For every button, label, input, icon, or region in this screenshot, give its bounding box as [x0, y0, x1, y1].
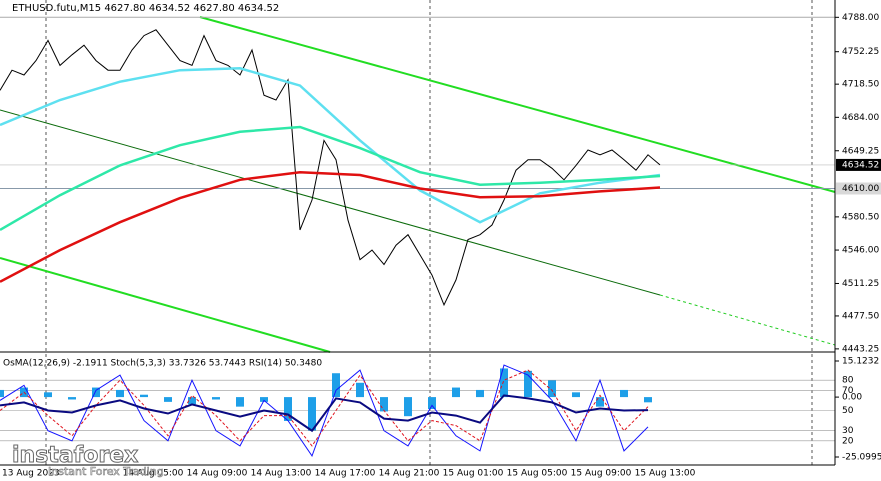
- y2-tick-label: -25.0995: [842, 453, 881, 463]
- y-tick-label: 50: [842, 406, 854, 416]
- x-tick-label: 14 Aug 05:00: [123, 469, 184, 479]
- level-label-box: [836, 182, 881, 195]
- y2-tick-label: 15.1232: [842, 357, 879, 367]
- y-tick-label: 4684.00: [842, 113, 879, 123]
- osma-bar: [428, 397, 436, 410]
- indicator-line: [0, 369, 649, 447]
- osma-bar: [452, 387, 460, 398]
- osma-bar: [308, 397, 316, 431]
- x-tick-label: 15 Aug 05:00: [507, 469, 568, 479]
- chart-title: ETHUSD.futu,M15 4627.80 4634.52 4627.80 …: [12, 3, 279, 14]
- osma-bar: [164, 397, 172, 402]
- current-price-label: 4634.52: [842, 160, 879, 170]
- x-tick-label: 13 Aug 2023: [2, 469, 60, 479]
- osma-bar: [332, 373, 340, 398]
- y-tick-label: 4546.00: [842, 246, 879, 256]
- x-tick-label: 14 Aug 17:00: [315, 469, 376, 479]
- price-axis: [835, 0, 881, 481]
- logo-tagline: Instant Forex Trading: [48, 465, 164, 478]
- osma-bar: [644, 397, 652, 403]
- osma-bar: [44, 392, 52, 398]
- y-tick-label: 80: [842, 376, 854, 386]
- price-line: [0, 29, 661, 307]
- osma-bar: [68, 397, 76, 400]
- y-tick-label: 20: [842, 436, 854, 446]
- indicator-line: [0, 364, 649, 457]
- osma-bar: [596, 397, 604, 407]
- axes: 4788.00 4752.25 4718.50 4684.00 4649.25 4580.…: [2, 13, 881, 479]
- y-tick-label: 4511.25: [842, 279, 879, 289]
- y-tick-label: 4788.00: [842, 13, 879, 23]
- osma-bar: [548, 380, 556, 398]
- y-tick-label: 4580.50: [842, 212, 879, 222]
- osma-bar: [356, 382, 364, 398]
- osma-bar: [188, 397, 196, 405]
- channel-upper: [199, 16, 836, 193]
- x-tick-label: 14 Aug 21:00: [379, 469, 440, 479]
- y-tick-label: 4649.25: [842, 146, 879, 156]
- osma-bar: [260, 397, 268, 402]
- x-tick-label: 15 Aug 09:00: [571, 469, 632, 479]
- y-tick-label: 30: [842, 426, 854, 436]
- osma-bar: [0, 389, 4, 398]
- level-label: 4610.00: [842, 184, 879, 194]
- osma-bar: [236, 397, 244, 407]
- y-tick-label: 4752.25: [842, 47, 879, 57]
- x-tick-label: 14 Aug 09:00: [187, 469, 248, 479]
- channel-middle-extension: [659, 294, 836, 346]
- osma-bar: [92, 387, 100, 398]
- indicator-line: [0, 394, 649, 433]
- x-tick-label: 15 Aug 01:00: [443, 469, 504, 479]
- trend-lines: [0, 16, 836, 353]
- y-tick-label: 70: [842, 386, 854, 396]
- logo: instaforex: [12, 443, 138, 468]
- x-tick-label: 14 Aug 13:00: [251, 469, 312, 479]
- moving-average: [0, 67, 661, 224]
- moving-average: [0, 170, 661, 283]
- osma-bar: [212, 397, 220, 400]
- osma-bar: [116, 389, 124, 398]
- osma-bar: [284, 397, 292, 421]
- channel-lower: [0, 257, 331, 353]
- x-tick-label: 15 Aug 13:00: [635, 469, 696, 479]
- osma-bar: [140, 394, 148, 398]
- y-tick-label: 4477.50: [842, 311, 879, 321]
- y-tick-label: 4718.50: [842, 80, 879, 90]
- indicator-title: OsMA(12,26,9) -2.1911 Stoch(5,3,3) 33.73…: [3, 359, 322, 369]
- osma-bar: [524, 370, 532, 398]
- osma-bar: [500, 368, 508, 398]
- osma-bar: [476, 389, 484, 398]
- moving-average: [0, 125, 661, 231]
- y2-tick-label: 0.00: [842, 393, 862, 403]
- y-tick-label: 4443.25: [842, 344, 879, 354]
- osma-bar: [404, 397, 412, 417]
- osma-bar: [620, 389, 628, 398]
- current-price-box: [836, 158, 881, 171]
- channel-middle: [0, 109, 661, 296]
- plot: [0, 16, 835, 457]
- osma-bar: [572, 392, 580, 398]
- osma-bar: [380, 397, 388, 412]
